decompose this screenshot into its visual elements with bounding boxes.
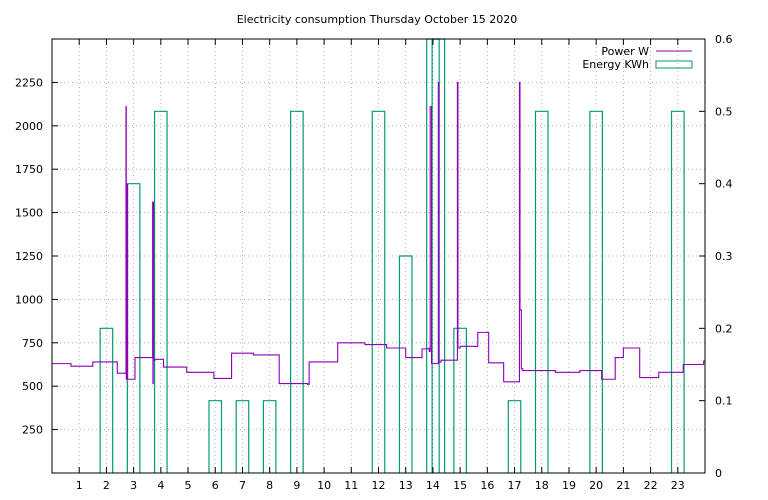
y-tick-label: 500	[22, 380, 43, 393]
x-tick-label: 16	[480, 479, 494, 492]
x-tick-label: 14	[426, 479, 440, 492]
x-tick-label: 20	[589, 479, 603, 492]
legend: Power W Energy KWh	[582, 45, 693, 71]
x-tick-label: 2	[103, 479, 110, 492]
y2-tick-label: 0.2	[715, 322, 733, 335]
energy-bar	[235, 400, 250, 473]
energy-bar	[507, 400, 522, 473]
x-axis-ticks: 1 2 3 4 5 6 7 8 9 10 11 12 13 14 15 16 17 18 19 20 21 22 23	[76, 39, 685, 492]
y2-tick-label: 0.4	[715, 178, 733, 191]
x-tick-label: 3	[130, 479, 137, 492]
chart-title: Electricity consumption Thursday October…	[237, 13, 518, 26]
y2-tick-label: 0.6	[715, 33, 733, 46]
legend-label-power: Power W	[601, 45, 649, 58]
power-series	[52, 81, 705, 386]
y-tick-label: 1500	[15, 207, 43, 220]
x-tick-label: 9	[293, 479, 300, 492]
y-tick-label: 2000	[15, 120, 43, 133]
x-tick-label: 4	[157, 479, 164, 492]
energy-bar	[534, 110, 549, 473]
y2-tick-label: 0	[715, 467, 722, 480]
energy-bar	[290, 110, 304, 473]
x-tick-label: 12	[372, 479, 386, 492]
x-tick-label: 6	[212, 479, 219, 492]
y-tick-label: 250	[22, 424, 43, 437]
x-tick-label: 21	[616, 479, 630, 492]
x-tick-label: 1	[76, 479, 83, 492]
energy-bar	[589, 110, 604, 473]
legend-swatch-energy	[655, 60, 693, 69]
energy-bar	[670, 110, 685, 473]
y-tick-label: 2250	[15, 76, 43, 89]
y-tick-label: 1250	[15, 250, 43, 263]
grid-lines	[52, 39, 705, 473]
y-tick-label: 1750	[15, 163, 43, 176]
energy-bar	[99, 327, 114, 473]
y-axis-ticks: 250 500 750 1000 1250 1500 1750 2000 2250	[15, 76, 58, 437]
energy-bar	[208, 400, 223, 473]
energy-bar	[153, 110, 168, 473]
legend-label-energy: Energy KWh	[582, 58, 649, 71]
energy-bar	[262, 400, 277, 473]
energy-bar	[371, 110, 386, 473]
power-line-path	[52, 81, 705, 386]
energy-bar	[398, 255, 413, 473]
x-tick-label: 10	[317, 479, 331, 492]
y-tick-label: 750	[22, 337, 43, 350]
energy-bar	[453, 327, 467, 473]
x-tick-label: 22	[644, 479, 658, 492]
x-tick-label: 7	[239, 479, 246, 492]
x-tick-label: 15	[453, 479, 467, 492]
y2-tick-label: 0.1	[715, 395, 733, 408]
x-tick-label: 5	[185, 479, 192, 492]
x-tick-label: 19	[562, 479, 576, 492]
y2-tick-label: 0.3	[715, 250, 733, 263]
x-tick-label: 17	[508, 479, 522, 492]
y-tick-label: 1000	[15, 293, 43, 306]
x-tick-label: 18	[535, 479, 549, 492]
y2-tick-label: 0.5	[715, 105, 733, 118]
x-tick-label: 13	[399, 479, 413, 492]
x-tick-label: 23	[671, 479, 685, 492]
y2-axis-ticks: 0 0.1 0.2 0.3 0.4 0.5 0.6	[699, 33, 733, 480]
x-tick-label: 8	[266, 479, 273, 492]
x-tick-label: 11	[344, 479, 358, 492]
